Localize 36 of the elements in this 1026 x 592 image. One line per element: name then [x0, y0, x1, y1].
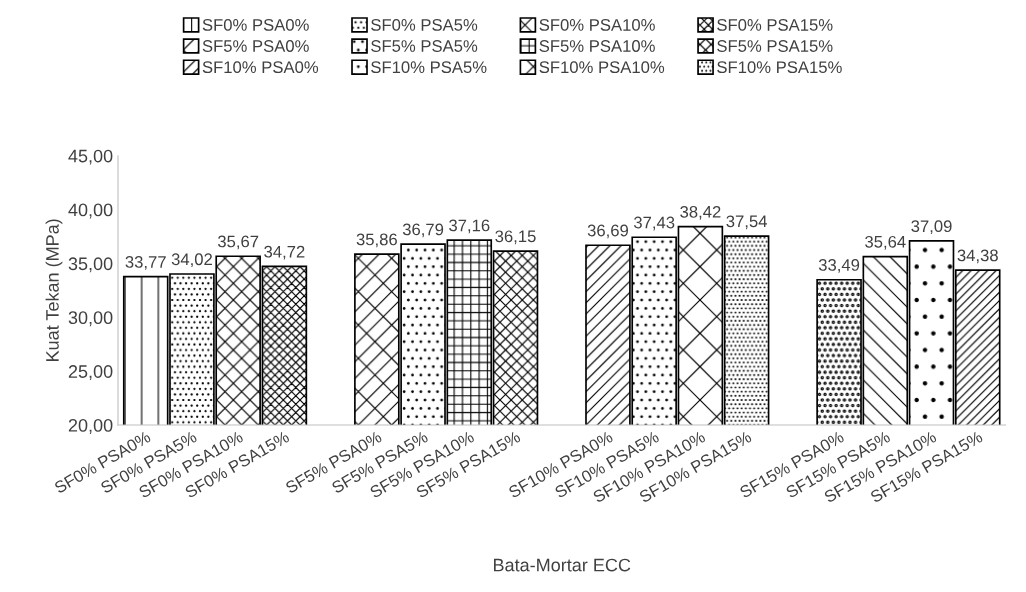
y-tick-label: 40,00 [68, 203, 113, 219]
legend-label: SF5% PSA10% [539, 40, 655, 52]
data-label: 37,54 [726, 215, 767, 230]
legend-label: SF10% PSA0% [202, 61, 319, 74]
y-tick-label: 45,00 [68, 149, 113, 165]
data-label: 35,86 [356, 233, 397, 248]
data-label: 34,72 [264, 245, 305, 260]
data-label: 36,15 [495, 230, 536, 245]
y-tick-label: 20,00 [68, 418, 113, 434]
y-tick-label: 30,00 [68, 311, 113, 327]
data-label: 34,38 [957, 249, 998, 264]
legend-label: SF0% PSA0% [202, 18, 309, 31]
y-tick-label: 25,00 [68, 365, 113, 381]
legend-label: SF0% PSA10% [539, 18, 655, 31]
legend-label: SF10% PSA10% [539, 61, 665, 74]
y-tick-label: 35,00 [68, 257, 113, 273]
data-label: 34,02 [171, 253, 212, 268]
legend-label: SF10% PSA5% [371, 61, 487, 74]
legend-label: SF5% PSA15% [717, 40, 833, 52]
legend-label: SF0% PSA5% [371, 18, 478, 31]
data-label: 33,49 [818, 259, 860, 273]
legend-label: SF0% PSA15% [717, 18, 833, 31]
data-label: 35,67 [217, 235, 259, 250]
legend-label: SF5% PSA5% [371, 40, 478, 52]
data-label: 38,42 [680, 205, 721, 220]
data-label: 35,64 [865, 235, 906, 250]
data-label: 37,09 [911, 220, 952, 235]
data-label: 36,79 [402, 223, 444, 238]
y-axis-title: Kuat Tekan (MPa) [45, 219, 63, 361]
data-label: 37,43 [633, 216, 675, 231]
data-label: 36,69 [587, 224, 629, 239]
legend-label: SF5% PSA0% [202, 40, 309, 52]
data-label: 37,16 [449, 219, 490, 234]
legend-label: SF10% PSA15% [717, 61, 842, 74]
x-axis-title: Bata-Mortar ECC [493, 558, 631, 572]
data-label: 33,77 [125, 256, 166, 270]
